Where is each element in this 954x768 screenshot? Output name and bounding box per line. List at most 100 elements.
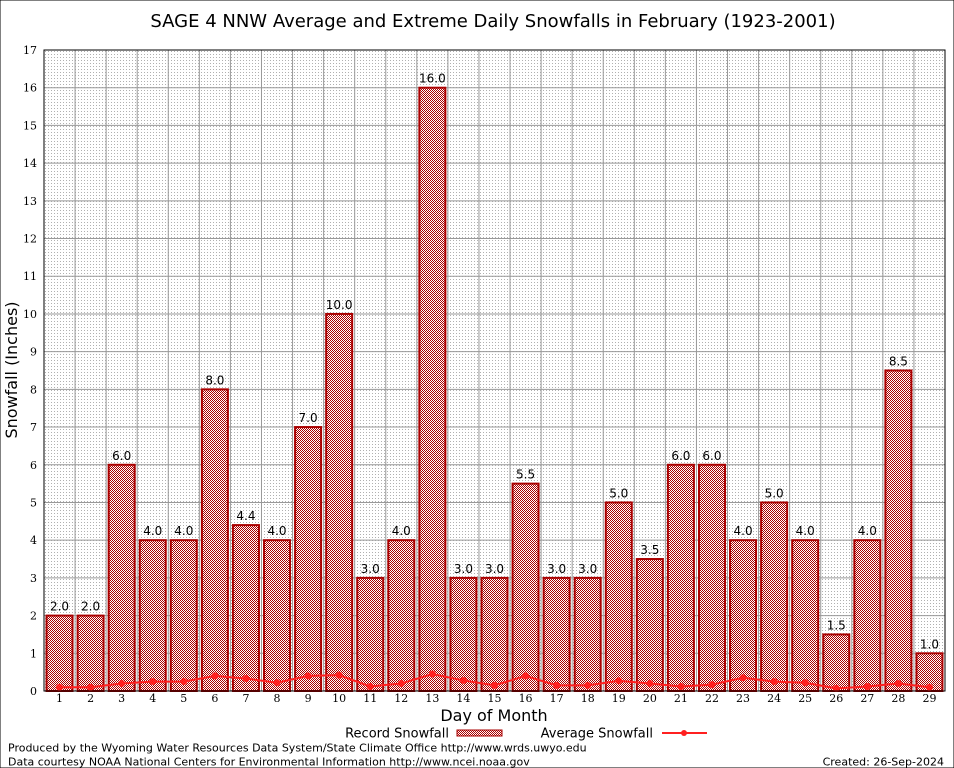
- bar-record-day-19: [604, 501, 633, 692]
- average-point-day-20: [646, 679, 654, 687]
- average-point-day-14: [459, 676, 467, 684]
- bar-data-label: 2.0: [81, 600, 100, 614]
- average-point-day-17: [553, 681, 561, 689]
- y-tick-label: 2: [30, 610, 37, 623]
- average-point-day-28: [894, 679, 902, 687]
- x-tick-label: 22: [705, 692, 719, 705]
- bar-record-day-5: [169, 539, 198, 692]
- plot-border: [43, 49, 946, 692]
- x-tick-label: 26: [829, 692, 843, 705]
- bar-record-day-4: [138, 539, 167, 692]
- average-point-day-29: [925, 683, 933, 691]
- bar-data-label: 16.0: [419, 72, 446, 86]
- average-point-day-4: [149, 678, 157, 686]
- average-point-day-8: [273, 679, 281, 687]
- x-tick-label: 21: [674, 692, 688, 705]
- bar-data-label: 3.0: [454, 562, 473, 576]
- average-point-day-2: [87, 683, 95, 691]
- bar-data-label: 6.0: [671, 449, 690, 463]
- bar-record-day-18: [573, 576, 602, 692]
- x-tick-label: 29: [922, 692, 936, 705]
- x-tick-label: 11: [363, 692, 377, 705]
- bar-data-label: 8.0: [205, 373, 224, 387]
- y-tick-label: 12: [23, 233, 37, 246]
- legend: Record Snowfall Average Snowfall: [345, 727, 707, 742]
- legend-record-label: Record Snowfall: [345, 727, 449, 742]
- bar-data-label: 6.0: [702, 449, 721, 463]
- average-point-day-15: [491, 681, 498, 689]
- bar-record-day-23: [729, 539, 758, 692]
- average-point-day-6: [211, 672, 219, 680]
- average-point-day-26: [832, 684, 840, 692]
- average-point-day-13: [428, 670, 436, 678]
- bar-data-label: 4.0: [734, 524, 753, 538]
- bar-data-label: 5.0: [609, 486, 628, 500]
- x-tick-label: 25: [798, 692, 812, 705]
- bar-record-day-2: [76, 614, 105, 693]
- footer-credit-1: Produced by the Wyoming Water Resources …: [8, 742, 587, 755]
- bar-data-label: 1.0: [920, 637, 939, 651]
- average-point-day-3: [118, 679, 126, 687]
- bar-record-day-17: [542, 576, 571, 692]
- bar-record-day-13: [418, 86, 447, 693]
- y-tick-label: 4: [30, 534, 37, 547]
- x-axis-label: Day of Month: [440, 706, 547, 725]
- average-point-day-1: [56, 683, 64, 691]
- bar-record-day-28: [884, 369, 913, 692]
- y-axis-label: Snowfall (Inches): [2, 301, 21, 438]
- bar-data-label: 4.4: [236, 509, 255, 523]
- x-tick-label: 19: [612, 692, 626, 705]
- bar-record-day-7: [231, 524, 260, 692]
- average-point-day-10: [335, 671, 343, 679]
- x-tick-label: 3: [118, 692, 125, 705]
- average-point-day-21: [677, 682, 685, 690]
- bar-record-day-8: [263, 539, 292, 692]
- x-tick-label: 24: [767, 692, 781, 705]
- y-tick-label: 5: [30, 496, 37, 509]
- bar-data-label: 3.0: [547, 562, 566, 576]
- bar-data-label: 7.0: [299, 411, 318, 425]
- bar-data-label: 8.5: [889, 355, 908, 369]
- bar-record-day-21: [666, 463, 695, 692]
- bar-data-label: 5.0: [765, 486, 784, 500]
- x-tick-label: 12: [394, 692, 408, 705]
- x-tick-label: 14: [456, 692, 470, 705]
- y-tick-label: 16: [23, 82, 37, 95]
- x-tick-label: 15: [488, 692, 502, 705]
- y-tick-label: 6: [30, 459, 37, 472]
- bar-record-day-16: [511, 482, 540, 692]
- y-tick-label: 17: [23, 44, 37, 57]
- bar-record-day-24: [760, 501, 789, 692]
- bar-record-day-26: [822, 633, 851, 692]
- bar-data-label: 3.5: [640, 543, 659, 557]
- x-tick-label: 7: [242, 692, 249, 705]
- bar-data-label: 2.0: [50, 600, 69, 614]
- bar-record-day-9: [294, 426, 323, 692]
- bar-record-day-10: [325, 312, 354, 692]
- bar-record-day-12: [387, 539, 416, 692]
- footer-credit-2: Data courtesy NOAA National Centers for …: [8, 755, 530, 768]
- x-tick-label: 8: [274, 692, 281, 705]
- x-tick-label: 5: [180, 692, 187, 705]
- average-point-day-22: [708, 681, 716, 689]
- y-tick-label: 7: [30, 421, 37, 434]
- bar-data-label: 4.0: [174, 524, 193, 538]
- footer-created: Created: 26-Sep-2024: [823, 755, 944, 768]
- x-tick-label: 6: [211, 692, 218, 705]
- average-point-day-9: [304, 672, 312, 680]
- bar-data-label: 4.0: [392, 524, 411, 538]
- x-tick-label: 28: [891, 692, 905, 705]
- average-point-day-18: [584, 681, 592, 689]
- bar-data-label: 5.5: [516, 468, 535, 482]
- bar-record-day-15: [480, 576, 509, 692]
- y-tick-label: 9: [30, 346, 37, 359]
- bar-data-label: 3.0: [578, 562, 597, 576]
- average-point-day-5: [180, 678, 188, 686]
- legend-average-marker: [681, 730, 687, 736]
- bar-data-label: 10.0: [326, 298, 353, 312]
- y-tick-label: 11: [23, 270, 37, 283]
- legend-average-label: Average Snowfall: [541, 727, 653, 742]
- average-point-day-24: [770, 678, 778, 686]
- bar-record-day-20: [635, 558, 664, 692]
